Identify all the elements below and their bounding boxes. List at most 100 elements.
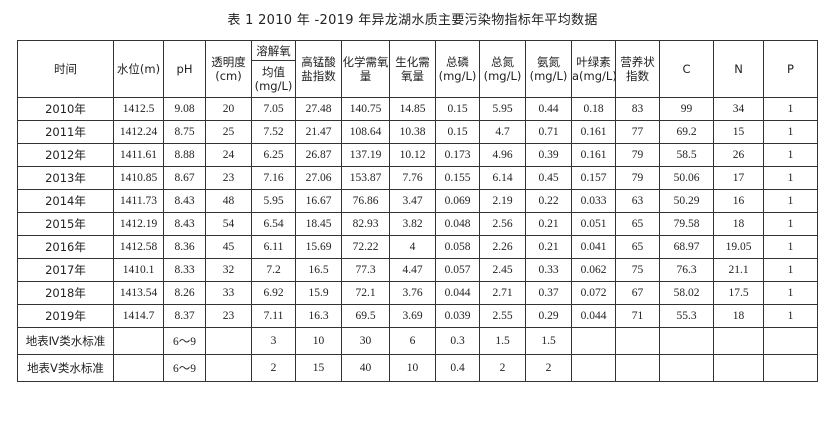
table-cell: 26.87 [295,143,342,167]
table-cell: 1412.5 [113,97,164,121]
table-cell: 1413.54 [113,281,164,305]
table-cell: 140.75 [341,97,390,121]
header-cod: 化学需氧量 [341,40,390,98]
header-dissolved-oxygen: 溶解氧 [251,40,296,61]
table-row: 2015年 1412.19 8.43 54 6.54 18.45 82.93 3.82 0.04… [17,212,818,236]
table-cell: 0.069 [435,189,480,213]
table-cell: 27.06 [295,166,342,190]
table-cell [205,354,252,382]
table-cell: 5.95 [251,189,296,213]
table-cell: 6 [389,327,436,355]
table-cell: 27.48 [295,97,342,121]
table-cell: 0.062 [571,258,616,282]
table-cell: 1 [763,97,818,121]
table-cell: 77 [615,120,660,144]
table-cell: 1 [763,143,818,167]
table-cell: 8.67 [163,166,206,190]
table-cell: 8.43 [163,189,206,213]
table-cell: 0.044 [571,304,616,328]
table-cell: 0.157 [571,166,616,190]
table-cell: 69.5 [341,304,390,328]
table-cell: 19.05 [713,235,764,259]
table-cell: 58.5 [659,143,714,167]
table-cell: 99 [659,97,714,121]
table-cell: 3.76 [389,281,436,305]
table-cell: 1411.61 [113,143,164,167]
table-cell: 69.2 [659,120,714,144]
table-cell: 10 [389,354,436,382]
table-cell: 0.155 [435,166,480,190]
table-cell: 6～9 [163,327,206,355]
table-cell: 4.96 [479,143,526,167]
table-cell: 0.15 [435,120,480,144]
table-cell: 18.45 [295,212,342,236]
table-cell: 0.161 [571,120,616,144]
table-cell: 14.85 [389,97,436,121]
table-cell: 1410.85 [113,166,164,190]
table-cell: 40 [341,354,390,382]
table-cell: 7.2 [251,258,296,282]
table-row: 2017年 1410.1 8.33 32 7.2 16.5 77.3 4.47 0.057 2.4… [17,258,818,282]
table-cell: 0.3 [435,327,480,355]
table-cell: 6.25 [251,143,296,167]
table-cell: 7.11 [251,304,296,328]
table-cell: 1 [763,304,818,328]
table-cell: 77.3 [341,258,390,282]
header-transparency: 透明度(cm) [205,40,252,98]
table-cell: 4 [389,235,436,259]
table-cell: 0.71 [525,120,572,144]
table-cell: 6～9 [163,354,206,382]
row-label: 2013年 [17,166,114,190]
table-cell: 0.039 [435,304,480,328]
table-cell [659,327,714,355]
table-cell: 1 [763,120,818,144]
table-cell: 0.041 [571,235,616,259]
table-cell: 76.3 [659,258,714,282]
table-cell: 0.033 [571,189,616,213]
header-chlorophyll-a: 叶绿素a(mg/L) [571,40,617,98]
table-cell: 0.18 [571,97,616,121]
table-cell [615,354,660,382]
header-p: P [763,40,818,98]
table-cell: 2.26 [479,235,526,259]
row-label: 2019年 [17,304,114,328]
table-cell: 1412.19 [113,212,164,236]
table-cell: 65 [615,235,660,259]
table-cell: 0.051 [571,212,616,236]
table-cell: 79 [615,166,660,190]
table-cell: 8.88 [163,143,206,167]
table-cell: 1.5 [479,327,526,355]
table-cell: 6.54 [251,212,296,236]
header-n: N [713,40,764,98]
table-cell: 0.044 [435,281,480,305]
table-row: 2011年 1412.24 8.75 25 7.52 21.47 108.64 10.38 0.… [17,120,818,144]
table-cell: 108.64 [341,120,390,144]
table-cell: 8.37 [163,304,206,328]
table-cell: 2.56 [479,212,526,236]
table-cell [659,354,714,382]
table-cell: 72.1 [341,281,390,305]
table-cell: 0.45 [525,166,572,190]
table-cell: 23 [205,166,252,190]
table-cell: 23 [205,304,252,328]
table-cell: 1 [763,166,818,190]
table-cell: 72.22 [341,235,390,259]
table-cell [205,327,252,355]
table-cell: 0.15 [435,97,480,121]
table-cell: 68.97 [659,235,714,259]
table-cell: 0.4 [435,354,480,382]
table-cell: 21.47 [295,120,342,144]
table-cell: 18 [713,212,764,236]
table-cell: 8.75 [163,120,206,144]
table-cell: 58.02 [659,281,714,305]
table-cell: 0.072 [571,281,616,305]
table-cell: 0.057 [435,258,480,282]
table-cell: 9.08 [163,97,206,121]
table-cell: 65 [615,212,660,236]
table-cell: 10 [295,327,342,355]
table-cell: 7.16 [251,166,296,190]
table-row: 2012年 1411.61 8.88 24 6.25 26.87 137.19 10.12 0.… [17,143,818,167]
table-row: 2014年 1411.73 8.43 48 5.95 16.67 76.86 3.47 0.06… [17,189,818,213]
table-cell: 4.47 [389,258,436,282]
table-cell: 137.19 [341,143,390,167]
